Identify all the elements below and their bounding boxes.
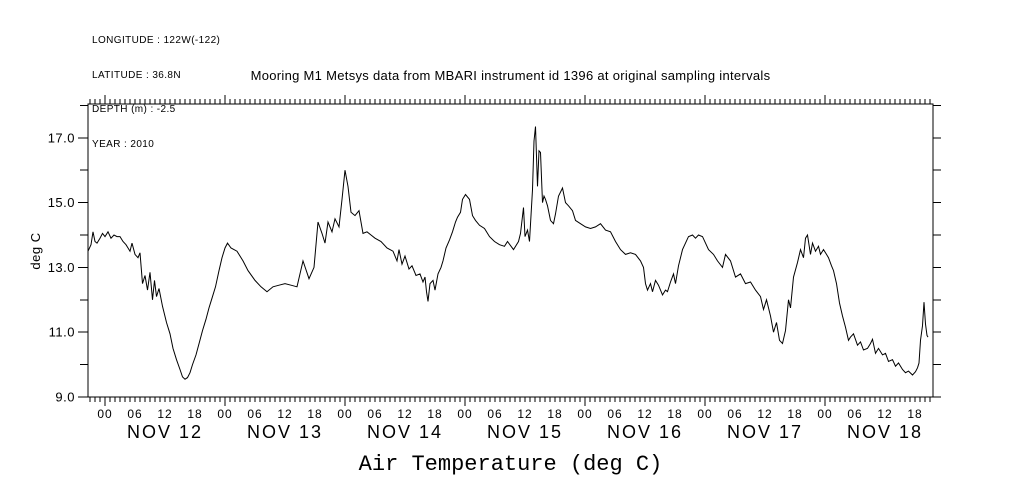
- x-hour-tick-label: 00: [457, 407, 472, 421]
- y-tick-label: 13.0: [48, 260, 75, 275]
- x-hour-tick-label: 12: [157, 407, 172, 421]
- x-hour-tick-label: 06: [367, 407, 382, 421]
- x-hour-tick-label: 06: [847, 407, 862, 421]
- x-hour-tick-label: 12: [397, 407, 412, 421]
- x-hour-tick-label: 18: [787, 407, 802, 421]
- x-day-label: NOV 15: [487, 422, 563, 442]
- metadata-line-longitude: LONGITUDE : 122W(-122): [92, 35, 221, 46]
- x-hour-tick-label: 18: [307, 407, 322, 421]
- x-hour-tick-label: 06: [487, 407, 502, 421]
- x-hour-tick-label: 00: [337, 407, 352, 421]
- x-hour-tick-label: 12: [277, 407, 292, 421]
- y-tick-label: 9.0: [55, 390, 75, 405]
- plot-frame: [87, 103, 934, 398]
- x-hour-tick-label: 06: [607, 407, 622, 421]
- x-day-label: NOV 17: [727, 422, 803, 442]
- metadata-line-depth: DEPTH (m) : -2.5: [92, 104, 176, 115]
- y-tick-label: 17.0: [48, 130, 75, 145]
- x-hour-tick-label: 00: [577, 407, 592, 421]
- metadata-line-latitude: LATITUDE : 36.8N: [92, 69, 182, 81]
- x-hour-tick-label: 00: [97, 407, 112, 421]
- x-hour-tick-label: 12: [517, 407, 532, 421]
- x-hour-tick-label: 18: [427, 407, 442, 421]
- x-hour-tick-label: 06: [127, 407, 142, 421]
- x-hour-tick-label: 12: [877, 407, 892, 421]
- x-hour-tick-label: 00: [217, 407, 232, 421]
- x-hour-tick-label: 06: [247, 407, 262, 421]
- x-day-label: NOV 13: [247, 422, 323, 442]
- x-day-label: NOV 16: [607, 422, 683, 442]
- metadata-line-year: YEAR : 2010: [92, 138, 155, 150]
- chart-title: Mooring M1 Metsys data from MBARI instru…: [250, 68, 771, 83]
- temperature-line: [87, 126, 929, 380]
- x-axis-title: Air Temperature (deg C): [358, 452, 663, 477]
- y-axis-title: deg C: [28, 232, 43, 269]
- x-hour-tick-label: 06: [727, 407, 742, 421]
- x-hour-tick-label: 18: [907, 407, 922, 421]
- x-hour-tick-label: 18: [667, 407, 682, 421]
- x-day-label: NOV 14: [367, 422, 443, 442]
- x-hour-tick-label: 00: [817, 407, 832, 421]
- x-day-label: NOV 18: [847, 422, 923, 442]
- x-hour-tick-label: 18: [187, 407, 202, 421]
- y-tick-label: 15.0: [48, 195, 75, 210]
- y-tick-label: 11.0: [49, 325, 75, 340]
- x-day-label: NOV 12: [127, 422, 203, 442]
- x-hour-tick-label: 00: [697, 407, 712, 421]
- x-hour-tick-label: 12: [637, 407, 652, 421]
- station-metadata: LONGITUDE : 122W(-122) LATITUDE : 36.8N …: [92, 12, 220, 173]
- x-hour-tick-label: 18: [547, 407, 562, 421]
- x-hour-tick-label: 12: [757, 407, 772, 421]
